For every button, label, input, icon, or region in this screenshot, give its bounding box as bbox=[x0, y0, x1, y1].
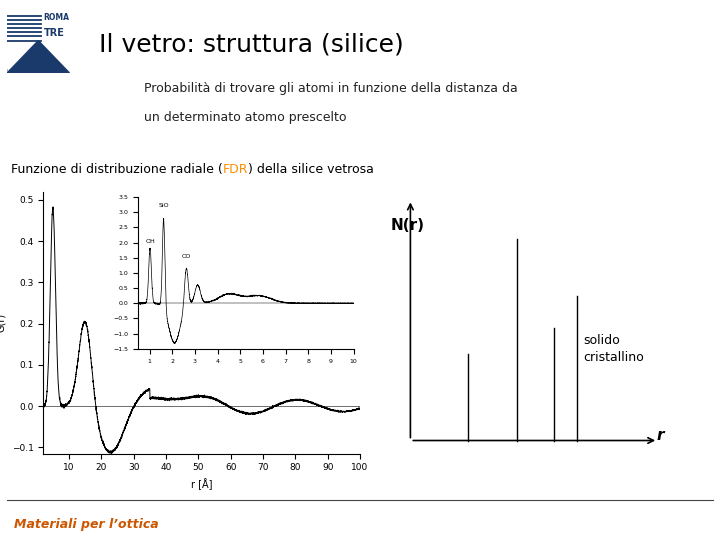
Text: Il vetro: struttura (silice): Il vetro: struttura (silice) bbox=[99, 33, 404, 57]
Text: solido
cristallino: solido cristallino bbox=[583, 334, 644, 364]
Text: r: r bbox=[657, 428, 664, 443]
Text: Probabilità di trovare gli atomi in funzione della distanza da: Probabilità di trovare gli atomi in funz… bbox=[144, 82, 518, 95]
Text: Materiali per l’ottica: Materiali per l’ottica bbox=[14, 518, 159, 531]
Polygon shape bbox=[7, 40, 69, 73]
Text: FDR: FDR bbox=[222, 163, 248, 176]
Text: ROMA: ROMA bbox=[43, 12, 70, 22]
Text: ) della silice vetrosa: ) della silice vetrosa bbox=[248, 163, 374, 176]
Text: un determinato atomo prescelto: un determinato atomo prescelto bbox=[144, 111, 346, 124]
Text: Funzione di distribuzione radiale (: Funzione di distribuzione radiale ( bbox=[11, 163, 222, 176]
Text: N(r): N(r) bbox=[390, 218, 424, 233]
X-axis label: r [Å]: r [Å] bbox=[191, 478, 212, 490]
Y-axis label: G(r): G(r) bbox=[0, 313, 6, 332]
Text: UNIVERSITÀ DEGLI STUDI: UNIVERSITÀ DEGLI STUDI bbox=[7, 69, 56, 73]
Text: TRE: TRE bbox=[43, 28, 64, 38]
